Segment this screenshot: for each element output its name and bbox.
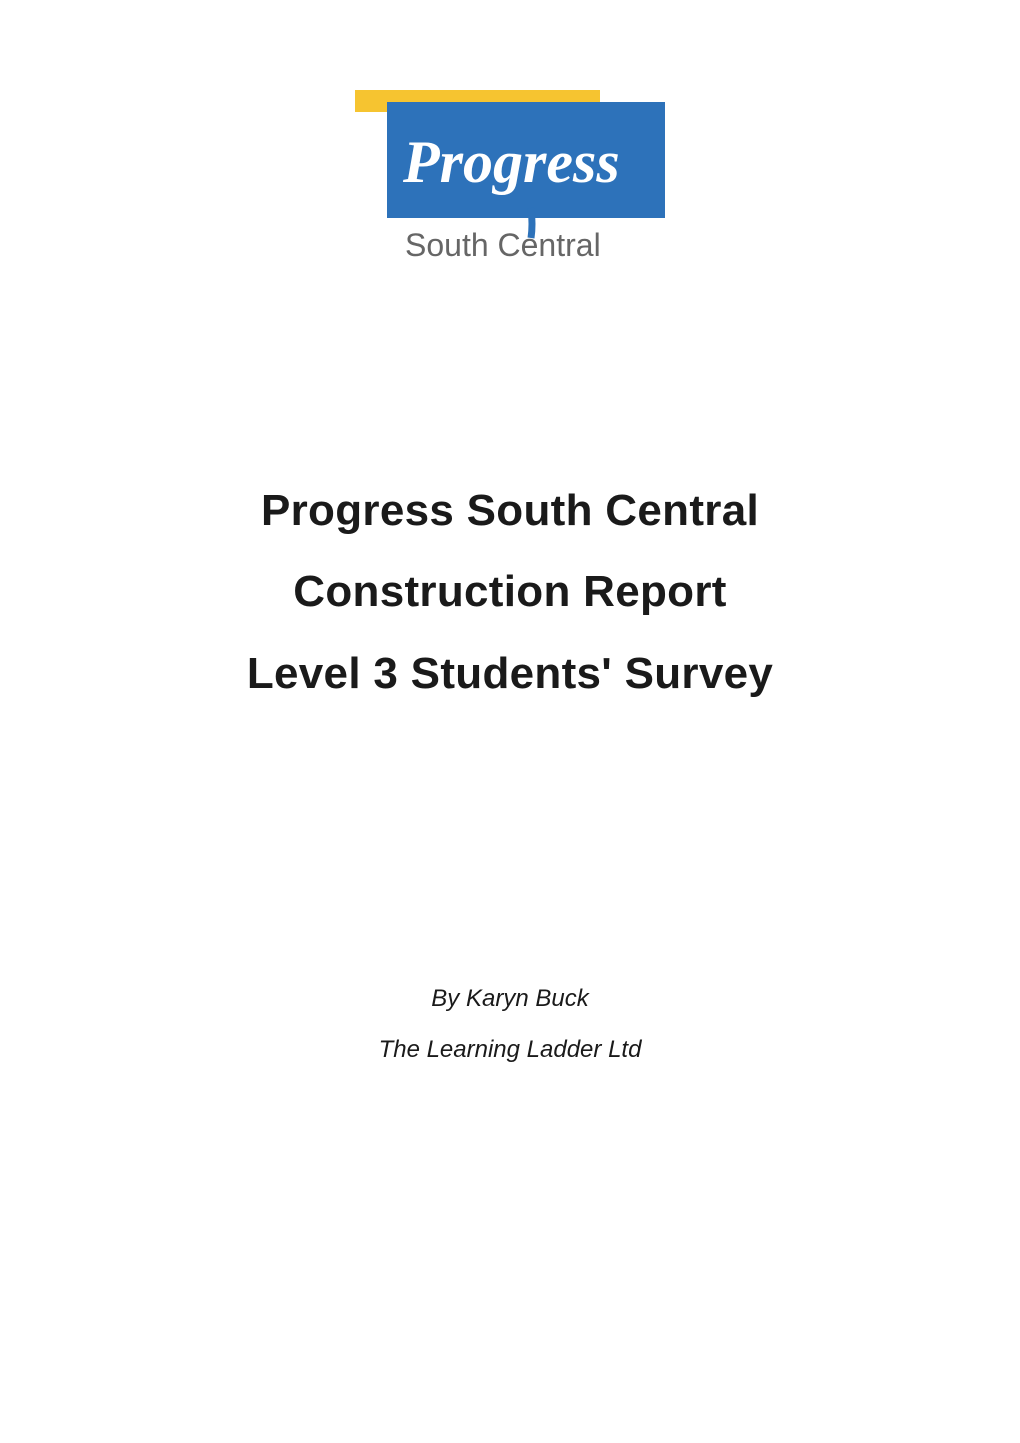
title-line-2: Construction Report <box>247 551 773 632</box>
title-line-1: Progress South Central <box>247 470 773 551</box>
logo-subtext: South Central <box>405 227 601 263</box>
title-line-3: Level 3 Students' Survey <box>247 633 773 714</box>
author-name: By Karyn Buck <box>379 974 642 1024</box>
progress-logo-svg: Progress South Central <box>355 90 665 270</box>
author-block: By Karyn Buck The Learning Ladder Ltd <box>379 974 642 1075</box>
document-page: Progress South Central Progress South Ce… <box>0 0 1020 1443</box>
author-org: The Learning Ladder Ltd <box>379 1025 642 1075</box>
logo-brand-script: Progress <box>402 129 620 195</box>
logo: Progress South Central <box>355 90 665 270</box>
document-title: Progress South Central Construction Repo… <box>247 470 773 714</box>
